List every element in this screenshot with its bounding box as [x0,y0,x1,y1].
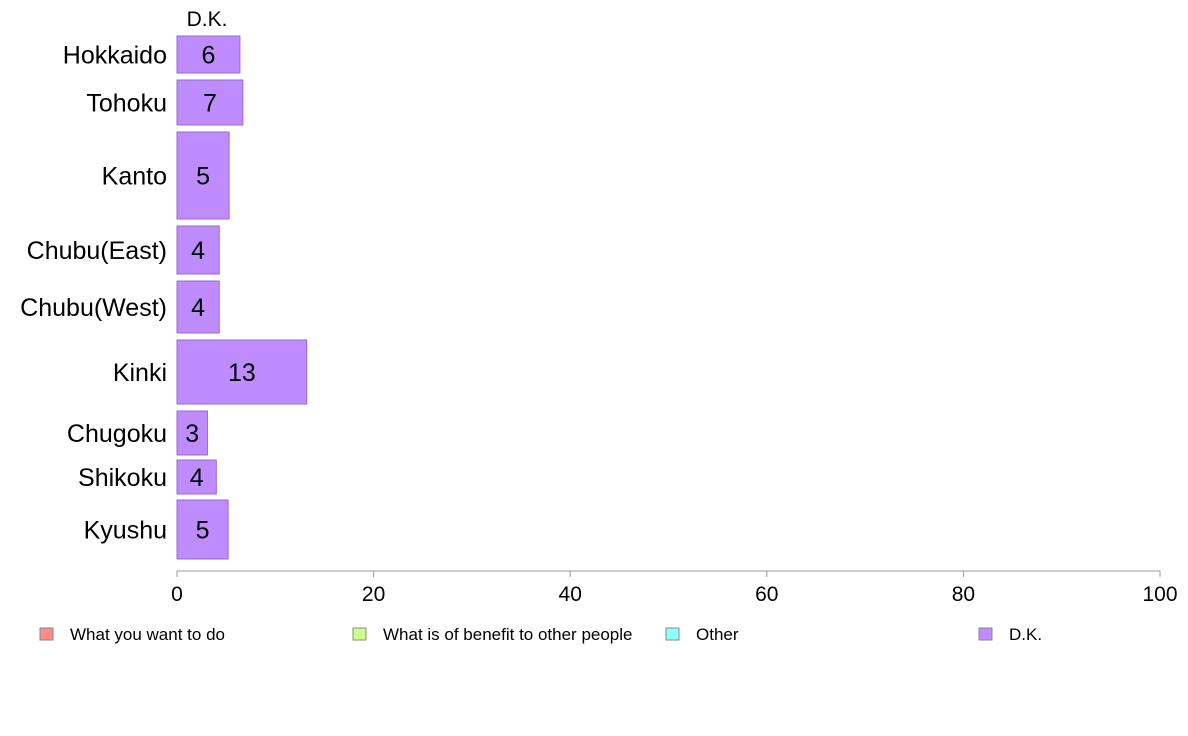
data-label-chugoku: 3 [185,420,199,448]
legend-label-other: Other [696,625,739,644]
category-label-chubu-west: Chubu(West) [20,294,167,322]
bar-d-k-chubu-west [176,280,220,334]
x-tick-label-40: 40 [559,583,582,606]
legend-swatch-d-k [978,627,993,641]
legend-label-what-is-of-benefit-to-other-people: What is of benefit to other people [383,625,633,644]
top-series-label: D.K. [187,8,228,31]
data-label-tohoku: 7 [203,90,217,118]
category-label-kanto: Kanto [102,163,167,191]
x-tick-label-100: 100 [1142,583,1177,606]
category-label-kyushu: Kyushu [84,517,167,545]
data-label-chubu-west: 4 [191,294,205,322]
bar-d-k-chubu-east [176,225,220,275]
legend-label-d-k: D.K. [1009,625,1042,644]
x-tick-label-0: 0 [171,583,183,606]
x-tick-label-80: 80 [952,583,975,606]
category-label-shikoku: Shikoku [78,464,167,492]
data-label-kyushu: 5 [196,517,210,545]
data-label-hokkaido: 6 [202,42,216,70]
bar-d-k-chugoku [176,410,208,456]
bar-d-k-kyushu [176,499,229,560]
category-label-kinki: Kinki [113,359,167,387]
data-label-shikoku: 4 [190,464,204,492]
x-tick-label-60: 60 [755,583,778,606]
bar-d-k-shikoku [176,459,217,495]
category-label-chugoku: Chugoku [67,420,167,448]
bar-d-k-kanto [176,131,230,220]
category-label-tohoku: Tohoku [86,90,167,118]
x-tick-label-20: 20 [362,583,385,606]
data-label-kanto: 5 [196,163,210,191]
legend-swatch-other [665,627,680,641]
category-label-hokkaido: Hokkaido [63,42,167,70]
data-label-kinki: 13 [228,359,256,387]
data-label-chubu-east: 4 [191,237,205,265]
bar-d-k-tohoku [176,79,244,126]
bar-d-k-kinki [176,339,308,405]
bar-d-k-hokkaido [176,35,241,74]
legend-label-what-you-want-to-do: What you want to do [70,625,225,644]
category-label-chubu-east: Chubu(East) [27,237,167,265]
legend-swatch-what-you-want-to-do [39,627,54,641]
legend-swatch-what-is-of-benefit-to-other-people [352,627,367,641]
